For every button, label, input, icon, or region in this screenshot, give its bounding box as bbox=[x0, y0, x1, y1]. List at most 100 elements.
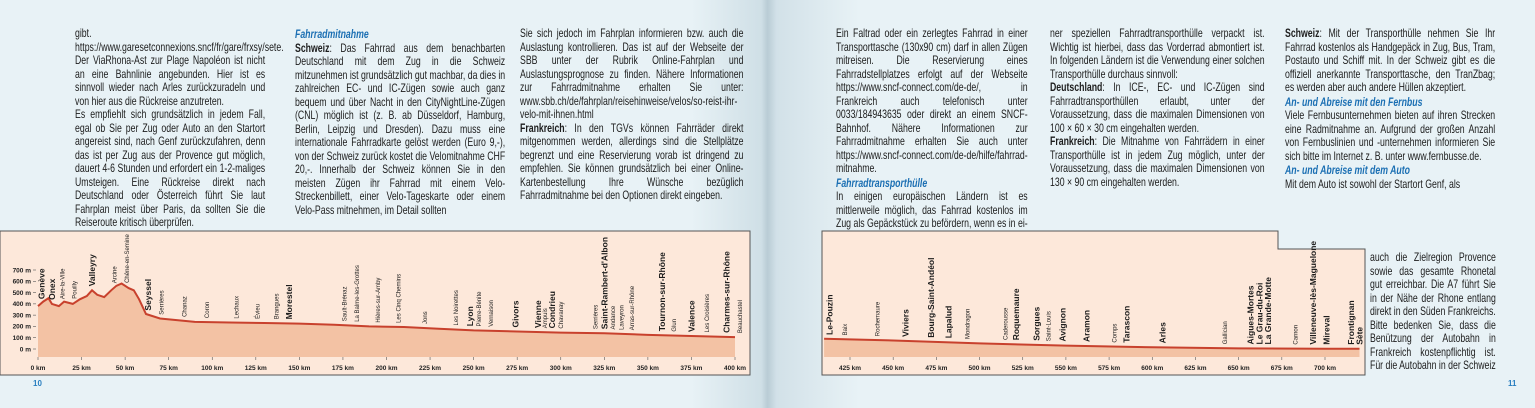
station-label: Baix bbox=[843, 324, 849, 336]
station-label: Le Grau-du-Roi bbox=[1254, 283, 1264, 345]
station-label: Sault-Brénaz bbox=[343, 287, 349, 322]
lead-word: Frankreich bbox=[520, 120, 565, 135]
station-label: Charmes-sur-Rhône bbox=[721, 251, 731, 333]
station-label: Arcine bbox=[113, 266, 119, 284]
station-label: Seyssel bbox=[143, 279, 153, 311]
station-label: Pierre-Bénite bbox=[477, 291, 483, 327]
station-label: Chavanay bbox=[559, 302, 565, 329]
x-tick-label: 225 km bbox=[419, 365, 441, 372]
station-label: Lapalud bbox=[944, 306, 954, 339]
page-number: 10 bbox=[33, 379, 42, 388]
x-tick-label: 125 km bbox=[245, 365, 267, 372]
station-label: Aramon bbox=[1082, 310, 1092, 342]
x-tick-label: 100 km bbox=[201, 365, 223, 372]
paragraph-text: : In den TGVs können Fahrräder direkt mi… bbox=[520, 120, 744, 202]
x-tick-label: 600 km bbox=[1141, 365, 1163, 372]
elevation-line bbox=[37, 282, 736, 339]
station-label: Sorgues bbox=[1032, 307, 1042, 341]
station-label: Gallician bbox=[1223, 321, 1229, 344]
x-tick-label: 675 km bbox=[1271, 365, 1293, 372]
y-tick-label: 700 m bbox=[13, 267, 32, 274]
station-label: Givors bbox=[510, 300, 520, 327]
paragraph: auch die Zielregion Provence sowie das g… bbox=[1370, 250, 1496, 372]
station-label: Morestel bbox=[284, 284, 294, 319]
x-tick-label: 325 km bbox=[593, 365, 615, 372]
lead-word: Frankreich bbox=[1050, 134, 1095, 148]
station-label: Laveyron bbox=[620, 305, 626, 330]
heading: An- und Abreise mit den Fernbus bbox=[1285, 94, 1423, 109]
station-label: Les Croisières bbox=[705, 294, 711, 332]
station-label: Saint-Rambert-d'Albon bbox=[599, 237, 609, 329]
station-label: Caderousse bbox=[1004, 307, 1010, 340]
x-tick-label: 525 km bbox=[1012, 365, 1034, 372]
heading: An- und Abreise mit dem Auto bbox=[1285, 163, 1410, 177]
paragraph: In einigen europäischen Ländern ist es m… bbox=[836, 189, 1028, 231]
paragraph-text: Sie sich jedoch im Fahrplan informieren … bbox=[520, 26, 744, 121]
station-label: Mireval bbox=[1322, 315, 1332, 344]
station-label: Andance bbox=[611, 305, 617, 329]
x-tick-label: 700 km bbox=[1314, 365, 1336, 372]
x-tick-label: 250 km bbox=[463, 365, 485, 372]
plot bbox=[37, 282, 736, 357]
x-tick-label: 575 km bbox=[1098, 365, 1120, 372]
x-tick-label: 200 km bbox=[375, 365, 397, 372]
x-tick-label: 550 km bbox=[1055, 365, 1077, 372]
paragraph: Viele Fernbusunternehmen bieten auf ihre… bbox=[1285, 108, 1496, 163]
paragraph-text: Mit dem Auto ist sowohl der Startort Gen… bbox=[1285, 176, 1461, 191]
paragraph: Ein Faltrad oder ein zerlegtes Fahrrad i… bbox=[836, 26, 1028, 176]
station-label: La Grande-Motte bbox=[1263, 277, 1273, 345]
paragraph: Schweiz: Das Fahrrad aus dem benachbarte… bbox=[295, 40, 505, 218]
station-label: Arras-sur-Rhône bbox=[630, 285, 636, 330]
paragraph: Deutschland: In ICE-, EC- und IC-Zügen s… bbox=[1050, 80, 1265, 135]
paragraph: Schweiz: Mit der Transporthülle nehmen S… bbox=[1285, 26, 1496, 95]
station-label: Hières-sur-Amby bbox=[376, 278, 382, 323]
x-tick-label: 475 km bbox=[925, 365, 947, 372]
paragraph: gibt. https://www.garesetconnexions.sncf… bbox=[75, 26, 284, 54]
y-tick-label: 600 m bbox=[13, 279, 32, 286]
station-label: Serrières bbox=[594, 305, 600, 329]
paragraph-text: Der ViaRhona-Ast zur Plage Napoléon ist … bbox=[75, 53, 266, 108]
station-label: Lechaux bbox=[235, 296, 241, 319]
station-label: Aire-la-Ville bbox=[60, 268, 66, 299]
lead-word: Schweiz bbox=[295, 40, 330, 55]
paragraph: Mit dem Auto ist sowohl der Startort Gen… bbox=[1285, 176, 1495, 192]
paragraph: Der ViaRhona-Ast zur Plage Napoléon ist … bbox=[75, 53, 266, 108]
elevation-area bbox=[38, 283, 735, 357]
station-label: Ampuis bbox=[543, 308, 549, 328]
station-label: Coron bbox=[205, 302, 211, 318]
station-label: Lyon bbox=[465, 306, 475, 326]
x-tick-label: 175 km bbox=[332, 365, 354, 372]
paragraph-text: ner speziellen Fahrradtransporthülle ver… bbox=[1050, 26, 1265, 81]
station-label: Condrieu bbox=[547, 291, 557, 328]
paragraph: Sie sich jedoch im Fahrplan informieren … bbox=[520, 26, 744, 122]
y-tick-label: 300 m bbox=[13, 312, 32, 319]
station-label: Saint-Louis bbox=[1047, 311, 1053, 341]
x-tick-label: 50 km bbox=[116, 365, 135, 372]
station-label: Arles bbox=[1158, 322, 1168, 344]
paragraph-text: gibt. https://www.garesetconnexions.sncf… bbox=[75, 26, 284, 54]
paragraph-text: In einigen europäischen Ländern ist es m… bbox=[836, 189, 1028, 230]
y-tick-label: 200 m bbox=[13, 324, 32, 331]
paragraph: ner speziellen Fahrradtransporthülle ver… bbox=[1050, 26, 1265, 81]
y-tick-label: 500 m bbox=[13, 290, 32, 297]
station-label: Le-Pouzin bbox=[824, 294, 834, 335]
station-label: Vienne bbox=[533, 300, 543, 328]
station-label: Avignon bbox=[1058, 308, 1068, 342]
paragraph-text: Viele Fernbusunternehmen bieten auf ihre… bbox=[1285, 108, 1496, 163]
paragraph-text: Es empfiehlt sich grundsätzlich in jedem… bbox=[75, 107, 266, 229]
paragraph-text: : Mit der Transporthülle nehmen Sie Ihr … bbox=[1285, 26, 1496, 94]
x-tick-label: 500 km bbox=[969, 365, 991, 372]
station-label: Roquemaure bbox=[1011, 288, 1021, 340]
x-tick-label: 400 km bbox=[724, 365, 746, 372]
station-label: Pouilly bbox=[73, 281, 79, 299]
text-column: Sie sich jedoch im Fahrplan informieren … bbox=[520, 26, 744, 203]
station-label: Sète bbox=[1355, 327, 1365, 345]
station-label: Carnon bbox=[1294, 325, 1300, 345]
x-tick-label: 425 km bbox=[839, 365, 861, 372]
y-tick-label: 400 m bbox=[13, 301, 32, 308]
text-column: auch die Zielregion Provence sowie das g… bbox=[1370, 250, 1496, 373]
station-label: Serrières bbox=[160, 290, 166, 314]
station-label: Viviers bbox=[900, 309, 910, 337]
paragraph-text: : Die Mitnahme von Fahrrädern in einer T… bbox=[1050, 134, 1265, 189]
